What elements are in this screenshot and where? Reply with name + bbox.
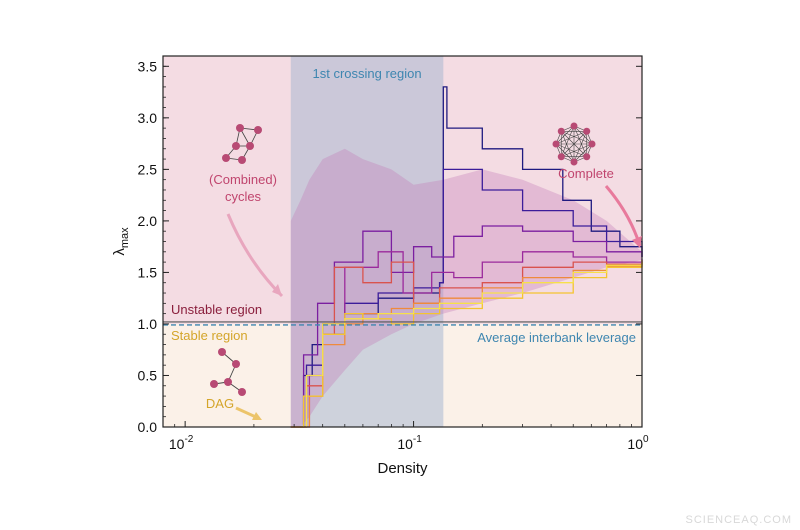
complete-graph-node	[571, 123, 578, 130]
unstable-region-label: Unstable region	[171, 302, 262, 317]
dag-graph-node	[238, 388, 246, 396]
dag-graph-node	[224, 378, 232, 386]
average-leverage-label: Average interbank leverage	[477, 330, 636, 345]
complete-graph-node	[589, 141, 596, 148]
stable-region-label: Stable region	[171, 328, 248, 343]
complete-graph-node	[583, 153, 590, 160]
complete-graph-node	[553, 141, 560, 148]
cycles-graph-node	[238, 156, 246, 164]
complete-annotation: Complete	[558, 166, 614, 181]
cycles-graph-node	[246, 142, 254, 150]
complete-graph-node	[558, 153, 565, 160]
complete-graph-node	[571, 159, 578, 166]
x-tick-label: 10-2	[169, 434, 194, 452]
y-tick-label: 3.5	[138, 58, 158, 74]
cycles-graph-node	[254, 126, 262, 134]
y-tick-label: 1.5	[138, 264, 158, 280]
cycles-graph-node	[232, 142, 240, 150]
x-axis-label: Density	[377, 460, 428, 477]
chart: 0.0 0.5 1.0 1.5 2.0 2.5 3.0 3.5 10-2 10-1 100 1st …	[0, 0, 800, 530]
complete-graph-node	[558, 128, 565, 135]
cycles-graph-node	[222, 154, 230, 162]
x-tick-label: 10-1	[397, 434, 422, 452]
y-tick-label: 1.0	[138, 316, 158, 332]
y-tick-label: 0.5	[138, 367, 158, 383]
y-tick-label: 2.0	[138, 213, 158, 229]
dag-annotation: DAG	[206, 396, 234, 411]
x-tick-label: 100	[627, 434, 649, 452]
dag-graph-node	[218, 348, 226, 356]
dag-graph-node	[210, 380, 218, 388]
dag-graph-node	[232, 360, 240, 368]
cycles-graph-node	[236, 124, 244, 132]
complete-graph-node	[583, 128, 590, 135]
watermark: SCIENCEAQ.COM	[685, 514, 792, 526]
y-tick-label: 3.0	[138, 110, 158, 126]
y-tick-label: 2.5	[138, 161, 158, 177]
first-crossing-label: 1st crossing region	[312, 66, 421, 81]
y-axis-label: λmax	[111, 227, 131, 256]
y-tick-label: 0.0	[138, 419, 158, 435]
